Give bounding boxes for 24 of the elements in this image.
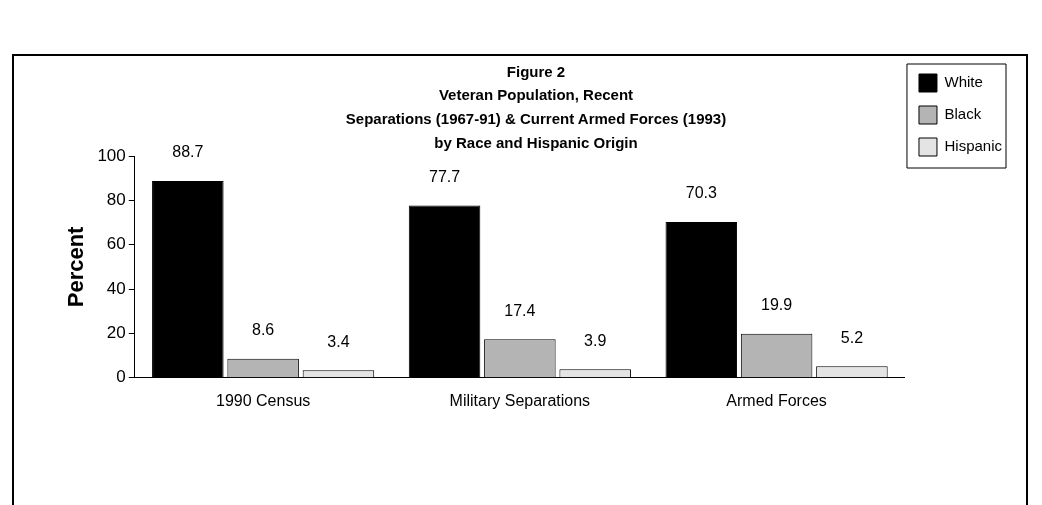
y-tick-label: 20 (106, 323, 126, 343)
legend-label: White (944, 73, 983, 91)
chart-subtitle: Veteran Population, Recent Separations (1967-91) & Current Armed Forces (1993) by Race and Hispanic Origin (345, 86, 727, 152)
data-label: 3.4 (327, 332, 350, 350)
y-tick-label: 40 (106, 278, 126, 298)
data-label: 8.6 (252, 321, 275, 339)
legend-label: Hispanic (944, 137, 1003, 155)
y-tick-label: 0 (116, 367, 126, 387)
y-tick-label: 60 (106, 234, 126, 254)
data-label: 5.2 (840, 328, 864, 346)
y-tick-label: 80 (106, 190, 126, 210)
chart-title: Figure 2 (506, 63, 566, 81)
data-label: 3.9 (584, 331, 607, 349)
data-label: 70.3 (685, 184, 717, 202)
data-label: 17.4 (504, 301, 536, 319)
y-tick-label: 100 (97, 145, 126, 165)
data-label: 88.7 (172, 143, 204, 161)
x-tick-label: Military Separations (449, 391, 591, 409)
data-label: 77.7 (428, 167, 461, 185)
legend-label: Black (944, 105, 982, 123)
x-tick-label: 1990 Census (215, 391, 311, 409)
x-tick-label: Armed Forces (726, 391, 827, 409)
y-axis-title: Percent (63, 225, 89, 308)
data-label: 19.9 (761, 296, 793, 314)
